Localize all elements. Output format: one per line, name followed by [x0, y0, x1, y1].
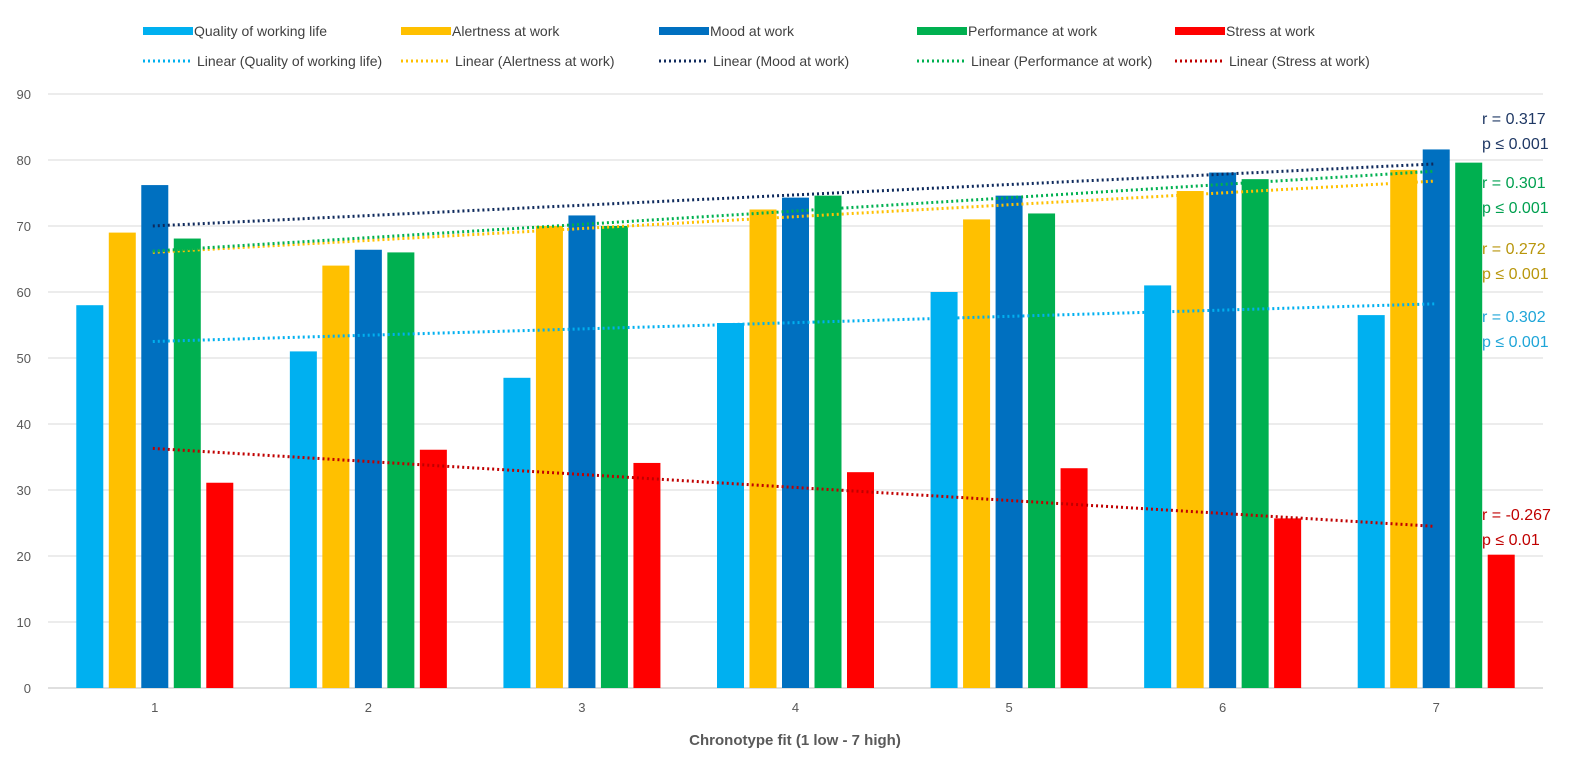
legend-label: Performance at work	[968, 23, 1098, 39]
annotation-r: r = -0.267	[1482, 507, 1551, 524]
bar	[1241, 179, 1269, 688]
bar	[1455, 162, 1483, 688]
legend-trend-label: Linear (Stress at work)	[1229, 53, 1370, 69]
legend-trend-label: Linear (Quality of working life)	[197, 53, 382, 69]
legend-swatch	[917, 27, 967, 35]
bar	[1028, 213, 1056, 688]
x-tick-label: 5	[1005, 700, 1012, 715]
y-tick-label: 30	[17, 483, 31, 498]
bar	[141, 185, 169, 688]
legend-label: Mood at work	[710, 23, 795, 39]
legend-swatch	[1175, 27, 1225, 35]
annotation-r: r = 0.302	[1482, 309, 1546, 326]
bar	[1357, 315, 1385, 688]
bar	[387, 252, 415, 688]
bar	[76, 305, 104, 688]
annotation-r: r = 0.317	[1482, 111, 1546, 128]
legend-swatch	[401, 27, 451, 35]
bar	[633, 462, 661, 688]
bar	[354, 249, 382, 688]
bar	[717, 323, 744, 688]
bar	[1274, 518, 1302, 688]
bar	[1144, 285, 1172, 688]
legend-swatch	[143, 27, 193, 35]
bar	[749, 209, 777, 688]
y-axis-ticks: 0 10 20 30 40 50 60 70 80 90	[17, 87, 31, 696]
bar	[206, 482, 234, 688]
bar	[600, 226, 628, 688]
y-tick-label: 0	[24, 681, 31, 696]
legend-label: Quality of working life	[194, 23, 327, 39]
x-tick-label: 7	[1433, 700, 1440, 715]
bar	[1390, 169, 1418, 688]
legend-trend-label: Linear (Alertness at work)	[455, 53, 615, 69]
x-tick-label: 1	[151, 700, 158, 715]
bar	[1060, 468, 1088, 688]
y-tick-label: 70	[17, 219, 31, 234]
bar	[782, 197, 809, 688]
x-tick-label: 6	[1219, 700, 1226, 715]
y-tick-label: 20	[17, 549, 31, 564]
legend-trend-label: Linear (Performance at work)	[971, 53, 1152, 69]
trendline	[152, 446, 1435, 528]
legend: Quality of working life Linear (Quality o…	[143, 23, 1370, 69]
y-tick-label: 80	[17, 153, 31, 168]
x-axis-label: Chronotype fit (1 low - 7 high)	[689, 732, 901, 749]
annotations: r = 0.317 p ≤ 0.001 r = 0.301 p ≤ 0.001 r = …	[1482, 111, 1551, 549]
bar	[173, 238, 201, 689]
trendline	[152, 179, 1435, 254]
trendline	[152, 162, 1435, 228]
legend-label: Stress at work	[1226, 23, 1316, 39]
x-tick-label: 4	[792, 700, 799, 715]
bar	[108, 232, 136, 688]
bar	[1176, 191, 1204, 688]
bar	[419, 449, 447, 688]
legend-label: Alertness at work	[452, 23, 560, 39]
bar	[503, 377, 531, 688]
x-tick-label: 2	[365, 700, 372, 715]
bar	[568, 215, 596, 688]
trendline	[152, 169, 1435, 253]
trendline	[152, 302, 1435, 343]
annotation-p: p ≤ 0.01	[1482, 532, 1540, 549]
x-tick-label: 3	[578, 700, 585, 715]
bar	[814, 195, 842, 688]
bar	[1487, 554, 1515, 688]
annotation-p: p ≤ 0.001	[1482, 200, 1549, 217]
legend-swatch	[659, 27, 709, 35]
bar	[847, 472, 874, 688]
bar	[1209, 172, 1237, 689]
bar	[289, 351, 317, 688]
bar	[535, 226, 563, 688]
y-tick-label: 60	[17, 285, 31, 300]
y-tick-label: 50	[17, 351, 31, 366]
x-axis-ticks: 1 2 3 4 5 6 7	[151, 700, 1440, 715]
bar	[1422, 149, 1450, 688]
y-tick-label: 10	[17, 615, 31, 630]
trendlines	[152, 162, 1435, 528]
annotation-p: p ≤ 0.001	[1482, 136, 1549, 153]
annotation-r: r = 0.301	[1482, 175, 1546, 192]
annotation-r: r = 0.272	[1482, 241, 1546, 258]
bar	[995, 195, 1023, 688]
bar	[930, 292, 958, 688]
bars	[76, 149, 1515, 689]
annotation-p: p ≤ 0.001	[1482, 334, 1549, 351]
bar	[963, 219, 991, 688]
legend-trend-label: Linear (Mood at work)	[713, 53, 849, 69]
annotation-p: p ≤ 0.001	[1482, 266, 1549, 283]
y-tick-label: 90	[17, 87, 31, 102]
bar	[322, 265, 350, 688]
y-tick-label: 40	[17, 417, 31, 432]
